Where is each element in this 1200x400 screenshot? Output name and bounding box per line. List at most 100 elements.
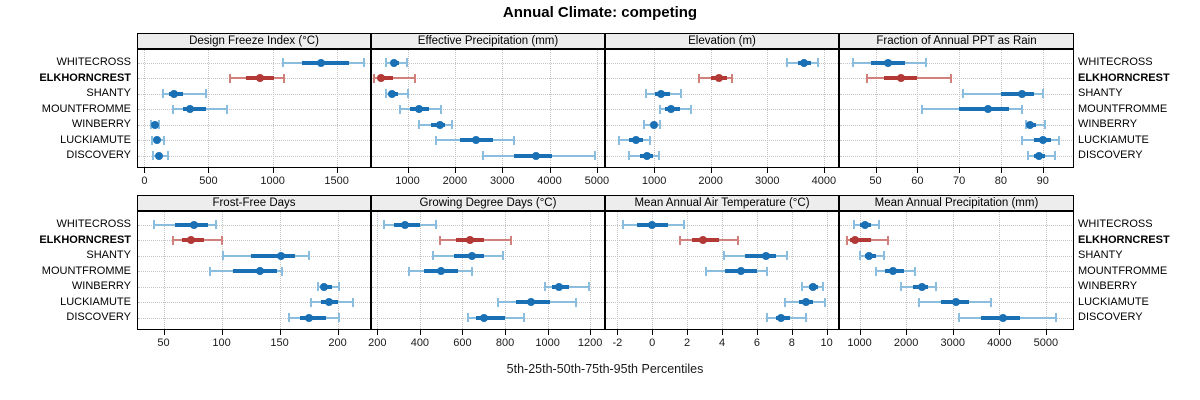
gridline-vertical xyxy=(823,50,825,167)
cap-5th xyxy=(418,120,421,129)
cap-95th xyxy=(882,251,885,260)
gridline-horizontal xyxy=(840,240,1072,241)
gridline-horizontal xyxy=(606,286,838,288)
cap-95th xyxy=(658,120,661,129)
median-dot xyxy=(698,236,707,244)
cap-5th xyxy=(1027,151,1030,160)
gridline-vertical xyxy=(791,212,793,329)
cap-5th xyxy=(151,151,154,160)
cap-5th xyxy=(962,89,965,98)
axis-tick xyxy=(1045,330,1047,335)
cap-5th xyxy=(373,73,376,83)
gridline-vertical xyxy=(336,50,338,167)
cap-5th xyxy=(957,313,960,322)
panel-strip-label: Growing Degree Days (°C) xyxy=(419,197,557,209)
median-dot xyxy=(889,267,898,275)
axis-tick xyxy=(590,330,592,335)
axis-tick xyxy=(1000,168,1002,173)
cap-5th xyxy=(1025,120,1028,129)
median-dot xyxy=(435,120,444,129)
gridline-horizontal xyxy=(138,124,370,126)
range-25-75 xyxy=(250,253,295,258)
axis-tick xyxy=(337,330,339,335)
cap-95th xyxy=(283,73,286,83)
panel-mean-annual-precipitation-mm xyxy=(839,211,1074,330)
cap-95th xyxy=(162,135,165,145)
axis-tick-label: 4000 xyxy=(811,175,837,187)
percentiles-caption: 5th-25th-50th-75th-95th Percentiles xyxy=(506,362,704,376)
cap-5th xyxy=(153,220,156,229)
gridline-horizontal xyxy=(840,140,1072,141)
cap-5th xyxy=(309,297,312,307)
median-dot xyxy=(666,105,675,113)
panel-strip-label: Mean Annual Precipitation (mm) xyxy=(874,197,1039,209)
gridline-horizontal xyxy=(138,62,370,64)
median-dot xyxy=(317,58,326,67)
cap-95th xyxy=(935,282,938,291)
cap-95th xyxy=(822,282,825,291)
median-dot xyxy=(631,136,640,144)
range-25-75 xyxy=(378,76,394,80)
median-dot xyxy=(400,220,409,229)
axis-tick xyxy=(859,330,861,335)
site-label-left-elkhorncrest: ELKHORNCREST xyxy=(39,233,131,246)
median-dot xyxy=(917,282,926,291)
cap-95th xyxy=(337,282,340,291)
gridline-horizontal xyxy=(138,140,370,141)
axis-tick xyxy=(454,168,456,173)
site-label-right-winberry: WINBERRY xyxy=(1078,118,1138,130)
median-dot xyxy=(465,236,474,244)
axis-tick-label: 0 xyxy=(141,175,148,187)
cap-95th xyxy=(680,89,683,98)
axis-tick xyxy=(549,168,551,173)
cap-5th xyxy=(229,73,232,83)
gridline-vertical xyxy=(767,50,769,167)
site-label-right-mountfromme: MOUNTFROMME xyxy=(1078,102,1168,115)
range-25-75 xyxy=(744,253,777,258)
median-dot xyxy=(896,74,905,82)
panel-strip-mean-annual-precipitation-mm: Mean Annual Precipitation (mm) xyxy=(839,195,1074,211)
cap-95th xyxy=(785,251,788,260)
site-label-left-luckiamute: LUCKIAMUTE xyxy=(60,295,131,308)
site-label-right-elkhorncrest: ELKHORNCREST xyxy=(1078,233,1170,246)
axis-tick-label: 1200 xyxy=(577,337,603,349)
axis-tick-label: 10 xyxy=(820,337,833,349)
median-dot xyxy=(642,151,651,160)
gridline-vertical xyxy=(505,212,507,329)
cap-5th xyxy=(399,104,402,114)
figure-title: Annual Climate: competing xyxy=(502,4,698,21)
gridline-vertical xyxy=(590,212,592,329)
range-25-75 xyxy=(300,315,326,320)
cap-5th xyxy=(642,120,645,129)
gridline-horizontal xyxy=(606,302,838,303)
median-dot xyxy=(526,298,535,306)
cap-5th xyxy=(851,58,854,67)
cap-95th xyxy=(766,266,769,276)
cap-95th xyxy=(501,251,504,260)
median-dot xyxy=(377,74,386,82)
axis-tick xyxy=(279,330,281,335)
panel-strip-effective-precipitation-mm: Effective Precipitation (mm) xyxy=(371,33,605,49)
cap-5th xyxy=(1020,135,1023,145)
site-label-right-luckiamute: LUCKIAMUTE xyxy=(1078,133,1149,146)
panel-strip-label: Frost-Free Days xyxy=(212,197,296,209)
median-dot xyxy=(808,282,817,291)
gridline-horizontal xyxy=(606,155,838,157)
range-5-95 xyxy=(374,77,415,79)
axis-tick-label: 2 xyxy=(684,337,691,349)
gridline-vertical xyxy=(875,50,877,167)
gridline-horizontal xyxy=(840,78,1072,79)
axis-tick-label: 3000 xyxy=(940,337,965,349)
median-dot xyxy=(800,58,809,67)
cap-5th xyxy=(644,89,647,98)
gridline-horizontal xyxy=(606,93,838,95)
axis-tick-label: 500 xyxy=(199,175,218,187)
gridline-horizontal xyxy=(372,62,604,64)
median-dot xyxy=(325,298,334,306)
axis-tick xyxy=(710,168,712,173)
gridline-vertical xyxy=(502,50,504,167)
axis-tick xyxy=(407,168,409,173)
cap-95th xyxy=(823,297,826,307)
site-label-right-shanty: SHANTY xyxy=(1078,87,1123,99)
panel-frost-free-days xyxy=(137,211,371,330)
